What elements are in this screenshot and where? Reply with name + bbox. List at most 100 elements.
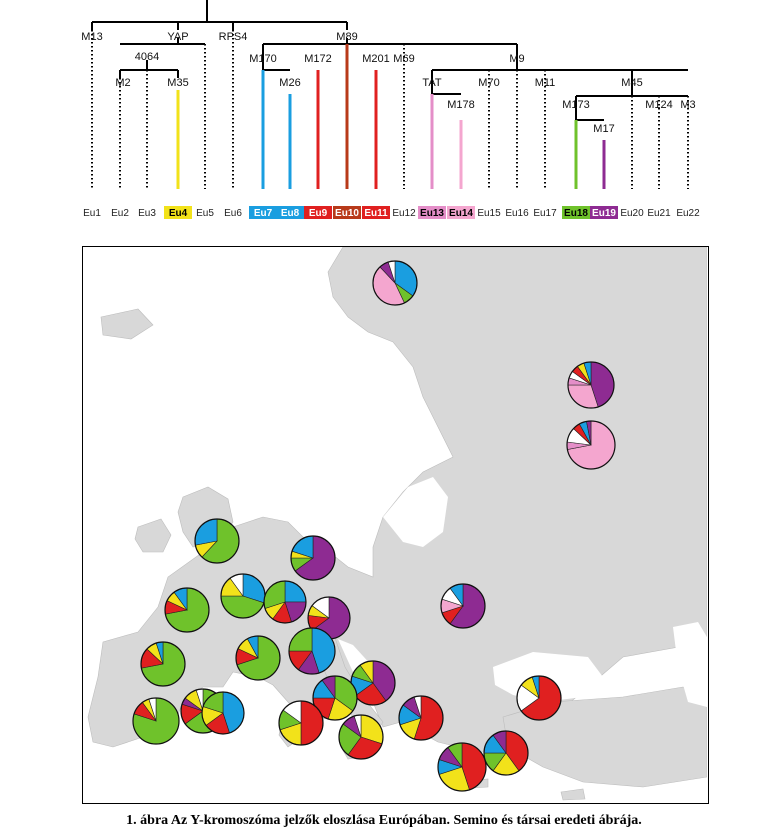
tree-marker-label: M3: [680, 99, 695, 111]
pie-chart: [372, 260, 418, 306]
leaf-highlight-eu18: [562, 206, 590, 219]
pie-outline: [201, 691, 245, 735]
tree-leaf-label: Eu8: [281, 208, 300, 219]
pie-outline: [312, 675, 358, 721]
pie-chart: [440, 583, 486, 629]
tree-marker-label: M35: [167, 77, 188, 89]
leaf-highlight-eu11: [362, 206, 390, 219]
pie-outline: [567, 361, 615, 409]
tree-leaf-label: Eu14: [449, 208, 473, 219]
pie-chart: [263, 580, 307, 624]
tree-leaf-label: Eu18: [564, 208, 588, 219]
pie-outline: [516, 675, 562, 721]
ireland: [134, 518, 172, 553]
tree-leaf-labels: Eu1 Eu2 Eu3 Eu4 Eu5 Eu6 Eu7 Eu8 Eu9 Eu10 Eu11 Eu12 E…: [83, 206, 700, 219]
tree-marker-label: M201: [362, 53, 390, 65]
tree-marker-label: M178: [447, 99, 475, 111]
pie-chart: [338, 714, 384, 760]
pie-chart: [220, 573, 266, 619]
leaf-highlight-eu9: [304, 206, 332, 219]
tree-branches: [91, 0, 689, 189]
cyprus: [560, 788, 586, 801]
pie-outline: [140, 641, 186, 687]
pie-chart: [132, 697, 180, 745]
tree-leaf-label: Eu20: [620, 208, 644, 219]
pie-outline: [566, 420, 616, 470]
tree-marker-label: RPS4: [219, 31, 248, 43]
leaf-highlight-eu10: [333, 206, 361, 219]
pie-chart: [201, 691, 245, 735]
pie-outline: [290, 535, 336, 581]
pie-outline: [338, 714, 384, 760]
pie-outline: [278, 700, 324, 746]
pie-outline: [194, 518, 240, 564]
tree-leaf-label: Eu4: [169, 208, 188, 219]
tree-leaf-label: Eu13: [420, 208, 444, 219]
pie-outline: [483, 730, 529, 776]
tree-leaf-label: Eu11: [364, 208, 388, 219]
pie-chart: [483, 730, 529, 776]
tree-leaf-label: Eu3: [138, 208, 156, 219]
tree-leaf-label: Eu10: [335, 208, 359, 219]
pie-chart: [164, 587, 210, 633]
leaf-highlight-eu7: [249, 206, 277, 219]
pie-outline: [440, 583, 486, 629]
leaf-highlight-eu4: [164, 206, 192, 219]
pie-outline: [263, 580, 307, 624]
tree-marker-label: M69: [393, 53, 414, 65]
tree-leaf-label: Eu9: [309, 208, 328, 219]
tree-marker-label: M26: [279, 77, 300, 89]
tree-marker-label: YAP: [167, 31, 188, 43]
tree-leaf-label: Eu17: [533, 208, 557, 219]
tree-marker-label: 4064: [135, 51, 159, 63]
tree-marker-label: M17: [593, 123, 614, 135]
tree-marker-label: M173: [562, 99, 590, 111]
pie-outline: [132, 697, 180, 745]
baltic-sea: [383, 477, 448, 547]
tree-marker-label: M45: [621, 77, 642, 89]
tree-leaf-label: Eu6: [224, 208, 242, 219]
iceland: [100, 308, 154, 340]
leaf-highlight-eu14: [447, 206, 475, 219]
pie-chart: [312, 675, 358, 721]
pie-chart: [140, 641, 186, 687]
tree-leaf-label: Eu22: [676, 208, 700, 219]
pie-chart: [290, 535, 336, 581]
pie-outline: [164, 587, 210, 633]
pie-chart: [235, 635, 281, 681]
tree-marker-label: M89: [336, 31, 357, 43]
tree-leaf-label: Eu19: [592, 208, 616, 219]
tree-marker-label: TAT: [422, 77, 441, 89]
tree-leaf-label: Eu15: [477, 208, 501, 219]
tree-marker-label: M170: [249, 53, 277, 65]
pie-chart: [194, 518, 240, 564]
tree-leaf-label: Eu7: [254, 208, 273, 219]
europe-map-svg: [87, 247, 707, 801]
pie-chart: [278, 700, 324, 746]
leaf-highlight-eu8: [276, 206, 304, 219]
pie-chart: [288, 627, 336, 675]
tree-marker-label: M11: [535, 77, 556, 89]
tree-colored-lineages: [176, 44, 606, 189]
pie-chart: [398, 695, 444, 741]
pie-charts: [132, 260, 616, 792]
tree-leaf-label: Eu1: [83, 208, 101, 219]
tree-marker-label: M13: [81, 31, 102, 43]
europe-map: [82, 246, 709, 804]
tree-leaf-label: Eu2: [111, 208, 129, 219]
tree-marker-label: M172: [304, 53, 332, 65]
leaf-highlight-eu13: [418, 206, 446, 219]
tree-leaf-label: Eu21: [647, 208, 671, 219]
leaf-highlight-eu19: [590, 206, 618, 219]
caspian-sea: [673, 622, 707, 707]
tree-leaf-label: Eu12: [392, 208, 416, 219]
pie-chart: [566, 420, 616, 470]
tree-marker-label: M70: [478, 77, 499, 89]
pie-outline: [288, 627, 336, 675]
tree-marker-label: M9: [509, 53, 524, 65]
pie-chart: [516, 675, 562, 721]
pie-outline: [437, 742, 487, 792]
tree-leaf-label: Eu5: [196, 208, 214, 219]
